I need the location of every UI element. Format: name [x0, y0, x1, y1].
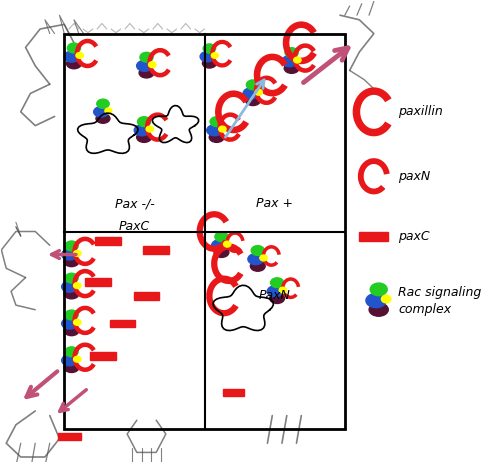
Bar — [360, 232, 388, 240]
Ellipse shape — [65, 241, 78, 251]
Ellipse shape — [62, 281, 78, 292]
Bar — [222, 389, 244, 396]
Ellipse shape — [96, 114, 110, 123]
Bar — [144, 246, 169, 254]
Ellipse shape — [74, 250, 81, 257]
Ellipse shape — [214, 247, 229, 257]
Ellipse shape — [246, 80, 260, 90]
Bar — [58, 433, 80, 440]
Ellipse shape — [285, 48, 298, 57]
Ellipse shape — [62, 249, 78, 260]
Ellipse shape — [251, 245, 264, 256]
Ellipse shape — [136, 60, 152, 71]
Ellipse shape — [270, 293, 284, 303]
Ellipse shape — [369, 303, 388, 316]
Ellipse shape — [140, 52, 153, 62]
Ellipse shape — [246, 95, 260, 106]
Bar — [134, 292, 159, 300]
Bar — [86, 278, 111, 286]
Ellipse shape — [218, 126, 226, 132]
Ellipse shape — [248, 254, 264, 264]
Text: paxN: paxN — [398, 170, 430, 183]
Ellipse shape — [148, 62, 156, 68]
Ellipse shape — [294, 57, 301, 63]
Ellipse shape — [284, 63, 299, 73]
Ellipse shape — [270, 278, 283, 288]
Ellipse shape — [138, 117, 150, 126]
Ellipse shape — [139, 68, 154, 78]
Ellipse shape — [74, 356, 81, 362]
Ellipse shape — [215, 232, 228, 242]
Ellipse shape — [62, 355, 78, 366]
Ellipse shape — [209, 132, 224, 143]
Bar — [90, 352, 116, 360]
Ellipse shape — [202, 58, 216, 68]
Ellipse shape — [136, 132, 152, 143]
Text: Pax -/-: Pax -/- — [114, 197, 154, 210]
Bar — [110, 319, 135, 327]
Ellipse shape — [146, 126, 154, 132]
Ellipse shape — [64, 289, 79, 299]
Ellipse shape — [243, 88, 258, 99]
Ellipse shape — [370, 283, 387, 296]
Ellipse shape — [76, 52, 84, 58]
Ellipse shape — [260, 255, 267, 261]
Ellipse shape — [65, 310, 78, 320]
Ellipse shape — [366, 294, 386, 307]
Ellipse shape — [212, 53, 218, 58]
Text: Rac signaling
complex: Rac signaling complex — [398, 286, 481, 315]
Text: Pax +: Pax + — [256, 197, 293, 210]
Ellipse shape — [279, 287, 286, 293]
Ellipse shape — [282, 56, 298, 67]
Ellipse shape — [105, 108, 112, 113]
Ellipse shape — [64, 51, 80, 62]
Ellipse shape — [94, 106, 108, 117]
Bar — [95, 237, 120, 244]
Ellipse shape — [267, 286, 283, 297]
Ellipse shape — [207, 125, 222, 136]
Ellipse shape — [200, 51, 215, 62]
Ellipse shape — [65, 347, 78, 357]
Text: paxillin: paxillin — [398, 106, 443, 119]
Text: paxC: paxC — [398, 230, 430, 243]
Ellipse shape — [250, 261, 265, 271]
Text: PaxN: PaxN — [259, 289, 290, 302]
Ellipse shape — [74, 319, 81, 325]
Ellipse shape — [66, 59, 82, 69]
Ellipse shape — [255, 89, 262, 95]
Ellipse shape — [64, 257, 79, 267]
Ellipse shape — [68, 43, 80, 53]
Ellipse shape — [224, 241, 231, 247]
Bar — [64, 34, 345, 429]
Ellipse shape — [64, 325, 79, 336]
Ellipse shape — [64, 363, 79, 373]
Ellipse shape — [382, 295, 391, 303]
Ellipse shape — [210, 117, 223, 126]
Ellipse shape — [62, 318, 78, 329]
Ellipse shape — [74, 282, 81, 288]
Text: PaxC: PaxC — [119, 220, 150, 233]
Ellipse shape — [212, 240, 227, 251]
Ellipse shape — [65, 273, 78, 283]
Ellipse shape — [134, 125, 150, 136]
Ellipse shape — [203, 44, 215, 53]
Ellipse shape — [97, 99, 109, 108]
